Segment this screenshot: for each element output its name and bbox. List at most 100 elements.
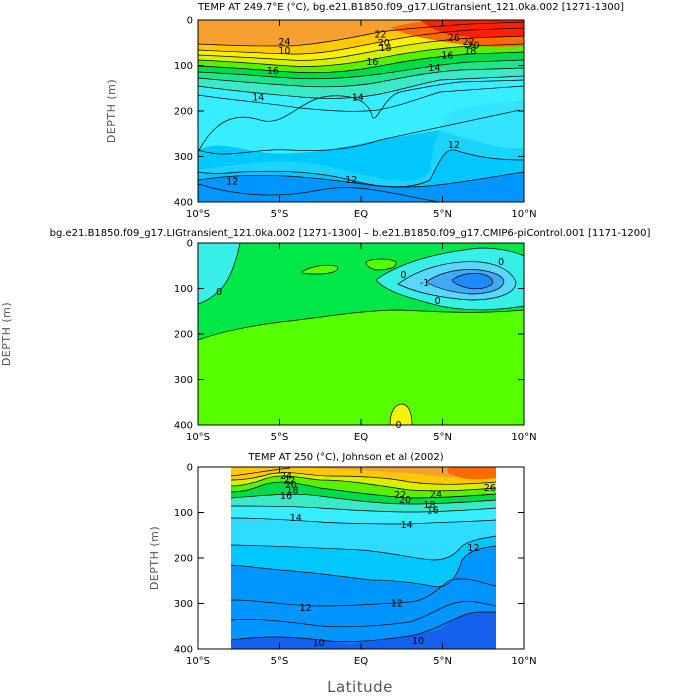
panel3-y-ticks: 0 100 200 300 400 [174,463,524,656]
contour-label: 16 [280,491,292,502]
contour-line [198,67,524,88]
x-tick-label: 10°S [186,432,210,443]
contour-line [198,183,441,202]
y-tick-label: 0 [187,463,193,474]
contour-line [231,505,496,513]
contour-label: 12 [300,603,312,614]
contour-label: 12 [226,177,238,188]
contour-fill-c28 [420,20,524,38]
x-tick-label: EQ [354,209,368,220]
y-tick-label: 400 [174,645,193,656]
panel-temperature-difference: bg.e21.B1850.f09_g17.LIGtransient_121.0k… [0,228,650,443]
contour-label: 14 [352,92,364,103]
contour-label: 22 [463,37,475,48]
contour-line [198,243,241,305]
contour-fill-d_neg3 [452,273,493,289]
contour-line [198,59,524,80]
contour-label: 12 [391,599,403,610]
contour-line [231,517,496,525]
contour-label: 12 [467,543,479,554]
contour-label: 12 [345,175,357,186]
x-tick-label: EQ [354,656,368,667]
contour-label: 0 [216,287,222,298]
contour-label: 0 [498,257,504,268]
contour-line [231,475,496,492]
contour-label: 24 [280,471,292,482]
contour-label: 14 [252,92,264,103]
panel1-x-ticks: 10°S 5°S EQ 5°N 10°N [186,20,537,220]
y-tick-label: 200 [174,107,193,118]
contour-label: 22 [283,476,295,487]
contour-line [198,171,524,188]
contour-line [451,272,493,290]
panel3-filled-contours [231,467,496,649]
x-tick-label: 5°S [271,209,289,220]
contour-label: 16 [366,57,378,68]
contour-label: 12 [448,140,460,151]
contour-label: 18 [379,43,391,54]
panel1-y-ticks: 0 100 200 300 400 [174,16,524,209]
contour-label: 18 [464,46,476,57]
y-tick-label: 200 [174,330,193,341]
y-tick-label: 100 [174,284,193,295]
contour-fill-d_pos [366,259,397,270]
contour-line [198,109,521,155]
x-tick-label: EQ [354,432,368,443]
panel1-y-axis-label: DEPTH (m) [105,79,118,143]
contour-label: 10 [313,638,325,649]
y-tick-label: 200 [174,554,193,565]
contour-fill-c24 [198,20,524,46]
panel1-filled-contours [198,20,524,202]
contour-label: 14 [401,520,413,531]
contour-line [231,535,496,561]
x-tick-label: 5°S [271,432,289,443]
x-tick-label: 10°S [186,656,210,667]
panel3-y-axis-label: DEPTH (m) [148,526,161,590]
contour-line [397,261,517,301]
x-tick-label: 10°N [511,209,536,220]
contour-line [375,279,524,311]
contour-label: 20 [285,480,297,491]
y-tick-label: 100 [174,61,193,72]
contour-line [425,269,505,295]
panel2-filled-contours [198,243,524,425]
contour-line [198,85,524,112]
contour-line [231,493,496,505]
x-tick-label: 10°N [511,432,536,443]
contour-line [365,258,397,271]
panel1-title: TEMP AT 249.7°E (°C), bg.e21.B1850.f09_g… [197,2,624,13]
contour-fill-c26 [447,467,496,480]
contour-fill-d_pos [302,265,338,274]
contour-label: 20 [378,38,390,49]
contour-label: 14 [290,513,302,524]
panel2-y-axis-label: DEPTH (m) [0,302,13,366]
contour-line [231,472,496,485]
panel-model-temperature: TEMP AT 249.7°E (°C), bg.e21.B1850.f09_g… [105,2,624,220]
panel3-x-ticks: 10°S 5°S EQ 5°N 10°N [186,467,537,667]
contour-line [389,403,413,425]
contour-fill-d_neg05 [198,243,240,304]
y-tick-label: 0 [187,239,193,250]
contour-line [231,545,496,588]
y-tick-label: 0 [187,16,193,27]
panel2-title: bg.e21.B1850.f09_g17.LIGtransient_121.0k… [50,228,651,239]
contour-label: 0 [400,270,406,281]
contour-label: 10 [412,636,424,647]
x-tick-label: 5°N [433,432,452,443]
y-tick-label: 300 [174,599,193,610]
panel2-x-ticks: 10°S 5°S EQ 5°N 10°N [186,243,537,443]
panel2-y-ticks: 0 100 200 300 400 [174,239,524,432]
contour-label: -1 [420,278,429,289]
contour-line [198,79,524,153]
contour-line [198,75,524,99]
contour-label: 16 [267,66,279,77]
contour-line [198,27,524,55]
contour-label: 10 [278,46,290,57]
contour-label: 14 [428,63,440,74]
contour-label: 0 [395,420,401,431]
contour-line [231,467,291,477]
contour-label: 22 [375,30,387,41]
